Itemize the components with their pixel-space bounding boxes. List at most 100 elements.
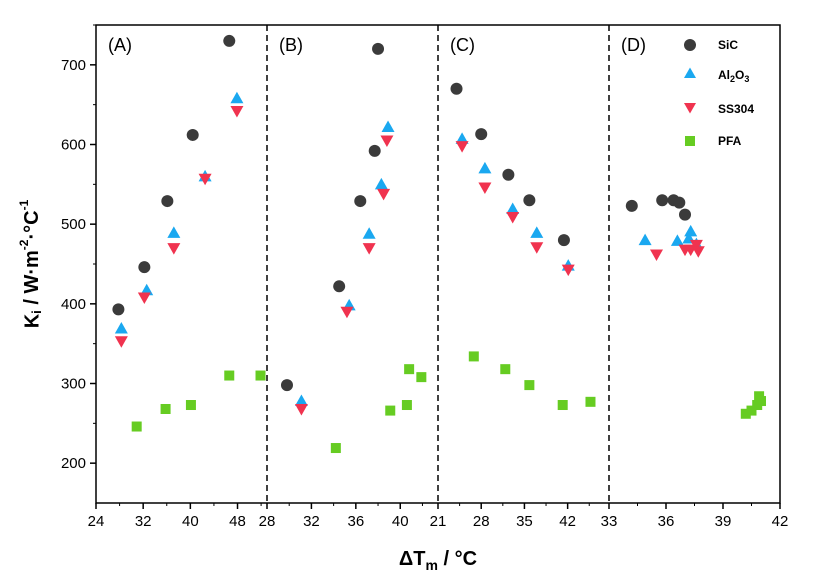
x-tick-label: 28 xyxy=(259,513,276,530)
x-tick-label: 33 xyxy=(601,513,618,530)
point-al2o3 xyxy=(230,91,244,104)
y-tick-label: 300 xyxy=(61,376,86,393)
point-sic xyxy=(372,42,385,55)
point-ss304 xyxy=(478,182,492,195)
point-ss304 xyxy=(455,141,469,153)
point-sic xyxy=(625,199,638,212)
legend-label-sic: SiC xyxy=(718,38,738,52)
point-pfa xyxy=(585,396,596,407)
point-pfa xyxy=(557,400,568,411)
x-axis-title: ΔTm / °C xyxy=(399,548,477,573)
point-al2o3 xyxy=(381,120,395,132)
x-tick-label: 39 xyxy=(715,513,732,530)
x-tick-label: 32 xyxy=(135,513,152,530)
point-al2o3 xyxy=(638,233,652,246)
point-pfa xyxy=(500,364,511,375)
point-ss304 xyxy=(650,249,663,261)
point-al2o3 xyxy=(530,226,544,238)
x-tick-label: 48 xyxy=(229,513,246,530)
point-sic xyxy=(656,194,669,207)
legend-label-al2o3: Al2O3 xyxy=(718,68,749,84)
point-al2o3 xyxy=(167,226,181,238)
point-al2o3 xyxy=(670,234,684,246)
point-al2o3 xyxy=(684,224,698,237)
point-ss304 xyxy=(198,173,212,186)
point-ss304 xyxy=(362,243,376,255)
point-sic xyxy=(112,303,125,316)
point-pfa xyxy=(404,364,415,375)
point-sic xyxy=(673,196,686,209)
x-tick-label: 21 xyxy=(430,513,447,530)
y-tick-label: 500 xyxy=(61,216,86,233)
point-pfa xyxy=(756,396,766,407)
x-tick-label: 36 xyxy=(658,513,675,530)
plot-layer: 200 300 400 500 600 700 24 32 40 48 (A) 28 32 36 40 (B)… xyxy=(61,24,789,530)
point-pfa xyxy=(746,405,757,416)
x-tick-label: 40 xyxy=(392,513,409,530)
x-tick-label: 36 xyxy=(347,513,364,530)
point-al2o3 xyxy=(374,177,388,190)
point-sic xyxy=(679,208,691,221)
point-ss304 xyxy=(340,306,354,319)
point-al2o3 xyxy=(114,322,128,334)
point-pfa xyxy=(385,405,396,416)
panel-label: (C) xyxy=(450,35,475,55)
point-ss304 xyxy=(294,403,308,416)
point-sic xyxy=(186,128,199,141)
panel-label: (D) xyxy=(621,35,646,55)
point-pfa xyxy=(740,408,751,419)
point-pfa xyxy=(185,400,196,411)
point-al2o3 xyxy=(455,132,469,144)
legend-label-ss304: SS304 xyxy=(718,102,754,116)
point-sic xyxy=(557,234,570,247)
x-tick-label: 35 xyxy=(516,513,533,530)
x-tick-label: 42 xyxy=(772,513,789,530)
x-tick-label: 28 xyxy=(473,513,490,530)
point-pfa xyxy=(131,421,142,432)
point-pfa xyxy=(255,370,266,381)
point-pfa xyxy=(416,372,427,383)
point-ss304 xyxy=(530,242,544,254)
y-tick-label: 200 xyxy=(61,455,86,472)
point-sic xyxy=(523,194,536,207)
y-axis-title-text: Ki / W·m-2·°C-1 xyxy=(17,199,44,328)
point-sic xyxy=(475,128,488,141)
point-al2o3 xyxy=(478,161,492,174)
point-pfa xyxy=(224,370,235,381)
x-tick-label: 42 xyxy=(559,513,576,530)
point-sic xyxy=(161,195,174,208)
point-ss304 xyxy=(137,292,151,304)
point-sic xyxy=(502,168,515,181)
point-pfa xyxy=(330,443,341,454)
point-ss304 xyxy=(506,211,520,224)
point-ss304 xyxy=(689,239,703,252)
legend-marker-sic xyxy=(684,39,696,51)
point-pfa xyxy=(468,351,479,362)
point-ss304 xyxy=(380,135,394,148)
y-tick-label: 700 xyxy=(61,57,86,74)
point-sic xyxy=(354,195,367,208)
point-sic xyxy=(138,261,151,274)
legend-marker-ss304 xyxy=(684,103,696,114)
point-ss304 xyxy=(167,243,181,255)
plot-frame xyxy=(95,24,781,504)
point-sic xyxy=(368,144,381,157)
point-sic xyxy=(223,34,236,47)
legend-label-pfa: PFA xyxy=(718,134,742,148)
panel-label: (A) xyxy=(108,35,132,55)
point-al2o3 xyxy=(140,283,154,296)
point-ss304 xyxy=(230,106,244,118)
legend-marker-pfa xyxy=(685,136,695,146)
point-pfa xyxy=(160,403,171,414)
point-ss304 xyxy=(377,188,391,201)
point-al2o3 xyxy=(362,227,376,239)
point-ss304 xyxy=(691,246,705,258)
y-tick-label: 400 xyxy=(61,296,86,313)
x-tick-label: 32 xyxy=(303,513,320,530)
legend-marker-al2o3 xyxy=(684,67,696,78)
point-pfa xyxy=(524,380,535,391)
point-sic xyxy=(280,379,293,392)
point-al2o3 xyxy=(506,202,520,215)
